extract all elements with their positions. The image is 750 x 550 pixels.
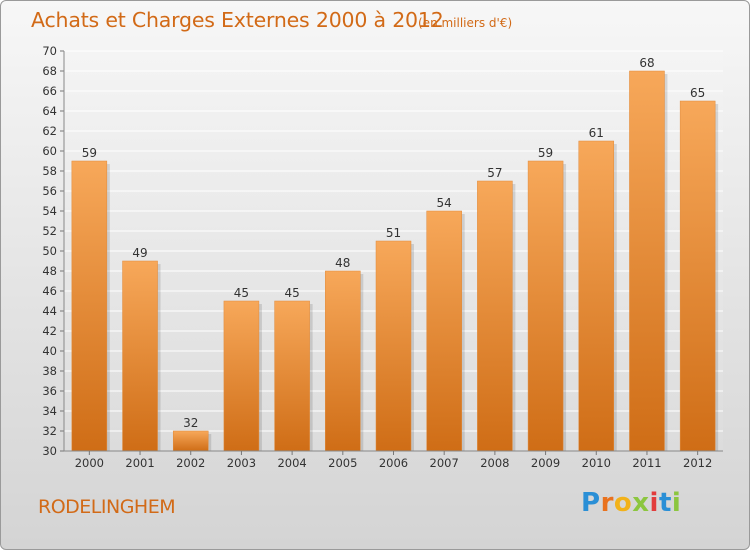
bar-2008 [477,180,513,452]
y-tick-label: 62 [42,124,57,138]
bar-2009 [527,160,564,452]
data-label: 54 [437,196,452,210]
y-tick-label: 46 [42,284,57,298]
y-tick-label: 56 [42,184,57,198]
bar-2004 [274,300,310,452]
y-tick-label: 34 [42,404,57,418]
data-label: 51 [386,226,401,240]
y-tick-label: 58 [42,164,57,178]
y-tick-label: 42 [42,324,57,338]
data-label: 48 [335,256,350,270]
y-tick-label: 32 [42,424,57,438]
y-tick-label: 30 [42,444,57,458]
x-tick-label: 2012 [683,456,712,470]
bar-2005 [325,270,361,452]
x-tick-label: 2007 [430,456,459,470]
x-tick-label: 2001 [125,456,154,470]
commune-name: RODELINGHEM [38,496,176,518]
y-tick-label: 36 [42,384,57,398]
logo-letter: t [658,488,672,518]
data-label: 65 [690,86,705,100]
y-tick-label: 38 [42,364,57,378]
bar-2012 [679,100,716,452]
y-tick-label: 54 [42,204,57,218]
data-labels: 59 49 32 45 45 48 51 54 57 59 61 68 65 [82,56,706,430]
y-tick-label: 44 [42,304,57,318]
bars [71,70,719,452]
logo-letter: x [632,488,650,518]
x-tick-label: 2011 [632,456,661,470]
data-label: 59 [82,146,97,160]
bar-2011 [629,70,665,452]
bar-2002 [172,430,209,452]
data-label: 49 [132,246,147,260]
x-tick-label: 2000 [75,456,104,470]
logo-letter: P [581,488,601,518]
bar-2007 [426,210,462,452]
logo-letter: o [613,488,633,518]
x-tick-label: 2005 [328,456,357,470]
y-tick-label: 50 [42,244,57,258]
data-label: 68 [639,56,654,70]
logo-letter: r [600,488,614,518]
data-label: 45 [284,286,299,300]
bar-2003 [223,300,260,452]
x-tick-label: 2010 [582,456,611,470]
x-tick-label: 2004 [277,456,306,470]
y-tick-label: 64 [42,104,57,118]
bar-2000 [71,160,108,452]
chart-unit: (en milliers d'€) [418,16,513,30]
x-tick-label: 2009 [531,456,560,470]
bar-2006 [375,240,412,452]
x-tick-label: 2008 [480,456,509,470]
y-tick-label: 68 [42,64,57,78]
proxiti-logo: Proxiti [581,488,681,518]
x-tick-label: 2006 [379,456,408,470]
data-label: 61 [589,126,604,140]
data-label: 59 [538,146,553,160]
y-tick-label: 70 [42,44,57,58]
bar-2001 [122,260,158,452]
y-tick-label: 60 [42,144,57,158]
y-tick-label: 40 [42,344,57,358]
y-tick-label: 66 [42,84,57,98]
logo-letter: i [649,488,659,518]
data-label: 57 [487,166,502,180]
y-axis: 30 32 34 36 38 40 42 44 46 48 50 52 54 56 58 60 62 64 66 68… [42,44,65,458]
bar-2010 [578,140,615,452]
y-tick-label: 48 [42,264,57,278]
data-label: 32 [183,416,198,430]
data-label: 45 [234,286,249,300]
x-axis: 2000 2001 2002 2003 2004 2005 2006 2007 2008 2009… [64,450,723,470]
logo-letter: i [671,488,682,518]
chart-title: Achats et Charges Externes 2000 à 2012 [31,8,444,32]
x-tick-label: 2003 [227,456,256,470]
x-tick-label: 2002 [176,456,205,470]
y-tick-label: 52 [42,224,57,238]
